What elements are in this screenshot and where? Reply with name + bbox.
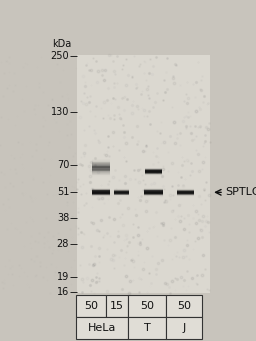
FancyBboxPatch shape [92, 163, 110, 166]
FancyBboxPatch shape [145, 168, 162, 170]
FancyBboxPatch shape [92, 189, 110, 191]
FancyBboxPatch shape [92, 171, 110, 174]
FancyBboxPatch shape [114, 192, 129, 194]
Text: 38: 38 [57, 212, 69, 223]
FancyBboxPatch shape [128, 295, 166, 317]
FancyBboxPatch shape [144, 189, 163, 191]
Text: HeLa: HeLa [88, 323, 116, 333]
FancyBboxPatch shape [144, 192, 163, 194]
FancyBboxPatch shape [145, 170, 162, 172]
Text: 19: 19 [57, 272, 69, 282]
FancyBboxPatch shape [128, 317, 166, 339]
FancyBboxPatch shape [114, 189, 129, 191]
FancyBboxPatch shape [177, 191, 194, 193]
FancyBboxPatch shape [114, 193, 129, 195]
FancyBboxPatch shape [144, 190, 163, 192]
Text: 50: 50 [177, 301, 191, 311]
FancyBboxPatch shape [144, 193, 163, 195]
Text: J: J [183, 323, 186, 333]
FancyBboxPatch shape [144, 192, 163, 194]
FancyBboxPatch shape [145, 173, 162, 175]
FancyBboxPatch shape [177, 190, 194, 192]
FancyBboxPatch shape [114, 192, 129, 194]
FancyBboxPatch shape [177, 193, 194, 195]
FancyBboxPatch shape [92, 191, 110, 193]
FancyBboxPatch shape [177, 192, 194, 194]
FancyBboxPatch shape [92, 162, 110, 165]
Text: T: T [144, 323, 150, 333]
FancyBboxPatch shape [144, 191, 163, 193]
FancyBboxPatch shape [145, 171, 162, 173]
FancyBboxPatch shape [92, 166, 110, 168]
FancyBboxPatch shape [114, 190, 129, 192]
FancyBboxPatch shape [92, 169, 110, 172]
FancyBboxPatch shape [166, 295, 202, 317]
FancyBboxPatch shape [92, 194, 110, 196]
Text: 51: 51 [57, 187, 69, 197]
FancyBboxPatch shape [92, 165, 110, 167]
FancyBboxPatch shape [92, 191, 110, 193]
Text: 70: 70 [57, 160, 69, 170]
FancyBboxPatch shape [166, 317, 202, 339]
FancyBboxPatch shape [114, 190, 129, 192]
FancyBboxPatch shape [92, 162, 110, 164]
FancyBboxPatch shape [92, 193, 110, 195]
FancyBboxPatch shape [92, 190, 110, 192]
Text: 15: 15 [110, 301, 124, 311]
FancyBboxPatch shape [177, 192, 194, 194]
Text: 28: 28 [57, 239, 69, 249]
FancyBboxPatch shape [145, 169, 162, 171]
FancyBboxPatch shape [114, 193, 129, 195]
FancyBboxPatch shape [145, 172, 162, 174]
FancyBboxPatch shape [114, 192, 129, 194]
FancyBboxPatch shape [92, 168, 110, 170]
FancyBboxPatch shape [92, 192, 110, 194]
Text: 50: 50 [140, 301, 154, 311]
FancyBboxPatch shape [144, 194, 163, 196]
FancyBboxPatch shape [76, 295, 106, 317]
FancyBboxPatch shape [177, 190, 194, 192]
FancyBboxPatch shape [144, 191, 163, 193]
Text: SPTLC1: SPTLC1 [225, 187, 256, 197]
FancyBboxPatch shape [92, 169, 110, 172]
FancyBboxPatch shape [92, 167, 110, 170]
FancyBboxPatch shape [144, 189, 163, 191]
Text: 50: 50 [84, 301, 98, 311]
FancyBboxPatch shape [77, 55, 210, 293]
FancyBboxPatch shape [92, 164, 110, 167]
FancyBboxPatch shape [145, 170, 162, 172]
FancyBboxPatch shape [92, 170, 110, 173]
FancyBboxPatch shape [106, 295, 128, 317]
FancyBboxPatch shape [92, 192, 110, 194]
Text: kDa: kDa [52, 39, 72, 49]
Text: 250: 250 [50, 51, 69, 61]
FancyBboxPatch shape [177, 193, 194, 195]
Text: 130: 130 [51, 107, 69, 117]
FancyBboxPatch shape [145, 172, 162, 174]
FancyBboxPatch shape [177, 189, 194, 191]
FancyBboxPatch shape [177, 191, 194, 193]
FancyBboxPatch shape [145, 171, 162, 173]
FancyBboxPatch shape [114, 191, 129, 193]
FancyBboxPatch shape [177, 194, 194, 196]
FancyBboxPatch shape [92, 189, 110, 191]
FancyBboxPatch shape [76, 317, 128, 339]
FancyBboxPatch shape [114, 191, 129, 193]
FancyBboxPatch shape [145, 169, 162, 172]
Text: 16: 16 [57, 286, 69, 297]
FancyBboxPatch shape [92, 166, 110, 169]
FancyBboxPatch shape [144, 193, 163, 195]
FancyBboxPatch shape [92, 193, 110, 195]
